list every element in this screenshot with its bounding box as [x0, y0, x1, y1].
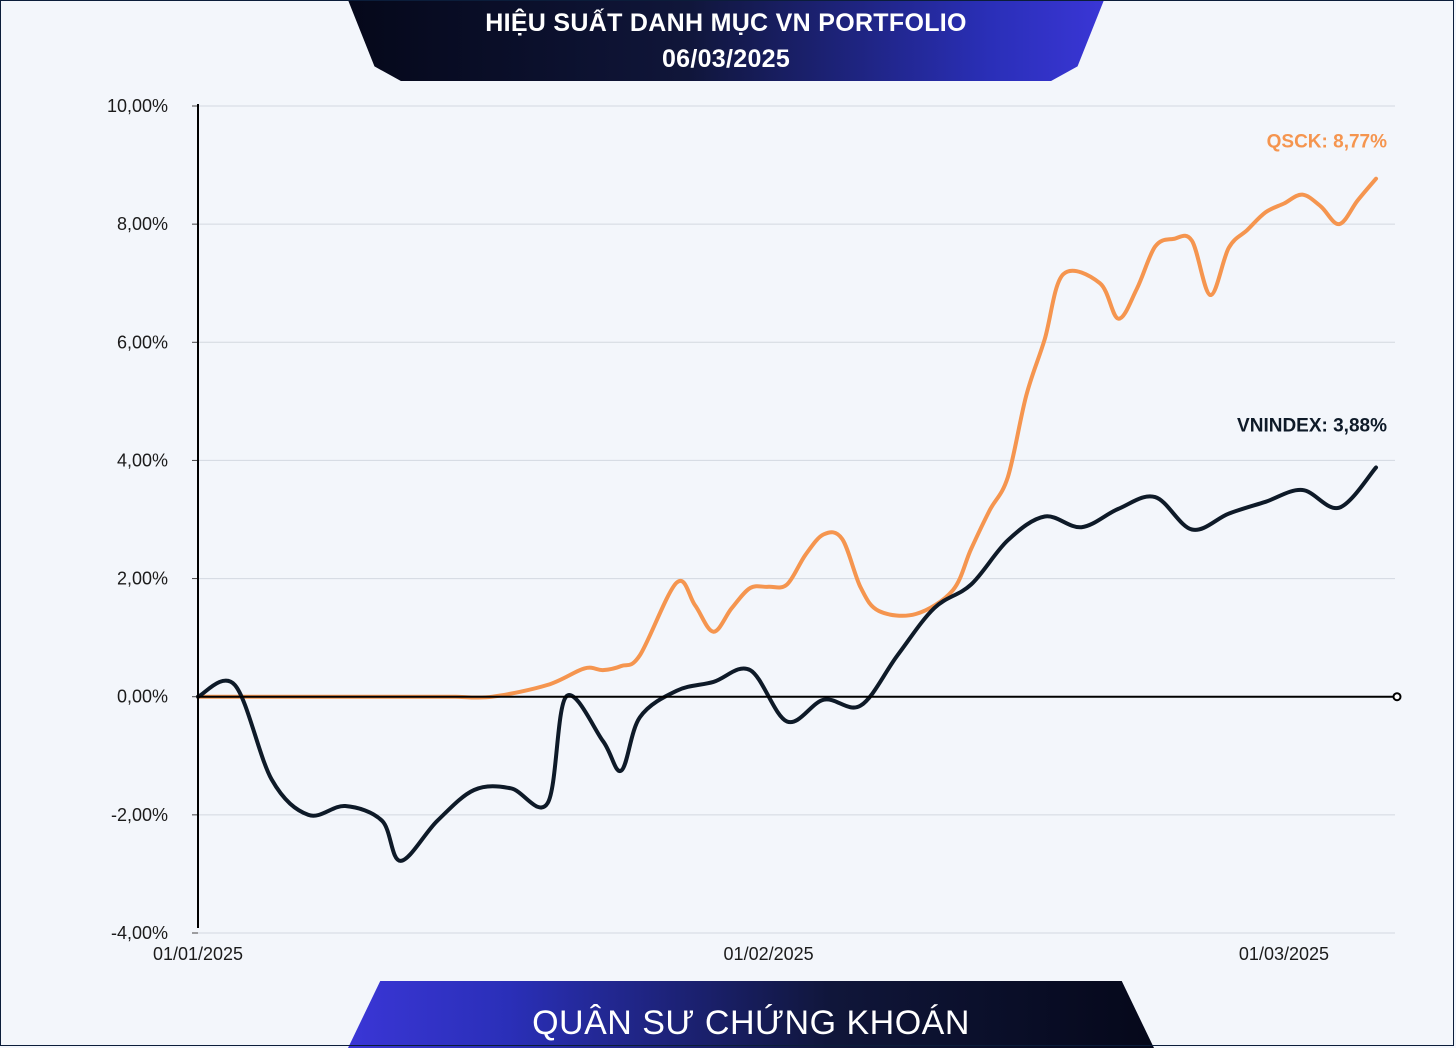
x-tick-label: 01/01/2025 [153, 944, 243, 964]
x-axis-end-marker [1392, 692, 1402, 702]
y-tick-label: 8,00% [117, 214, 168, 234]
y-tick-label: 4,00% [117, 450, 168, 470]
y-tick-label: 10,00% [107, 96, 168, 116]
x-axis-ticks: 01/01/2025 01/02/2025 01/03/2025 [153, 944, 1329, 964]
y-tick-label: -2,00% [111, 805, 168, 825]
chart-title: HIỆU SUẤT DANH MỤC VN PORTFOLIO [485, 8, 967, 37]
x-tick-label: 01/03/2025 [1239, 944, 1329, 964]
y-axis-ticks: 10,00% 8,00% 6,00% 4,00% 2,00% 0,00% -2,00% -4,… [107, 96, 198, 943]
vnindex-line [196, 465, 1378, 863]
y-tick-label: 2,00% [117, 569, 168, 589]
chart-date: 06/03/2025 [661, 44, 791, 73]
y-tick-label: 0,00% [117, 687, 168, 707]
footer-banner: QUÂN SƯ CHỨNG KHOÁN [348, 981, 1154, 1048]
qsck-line [196, 176, 1378, 700]
brand-name: QUÂN SƯ CHỨNG KHOÁN [532, 1004, 970, 1042]
vnindex-end-label: VNINDEX: 3,88% [1237, 416, 1387, 437]
qsck-end-label: QSCK: 8,77% [1267, 132, 1387, 153]
title-banner: HIỆU SUẤT DANH MỤC VN PORTFOLIO 06/03/20… [348, 0, 1104, 81]
y-tick-label: -4,00% [111, 923, 168, 943]
series-lines [196, 176, 1378, 863]
x-tick-label: 01/02/2025 [724, 944, 814, 964]
y-tick-label: 6,00% [117, 332, 168, 352]
axes [197, 104, 1402, 928]
gridlines [198, 105, 1395, 934]
